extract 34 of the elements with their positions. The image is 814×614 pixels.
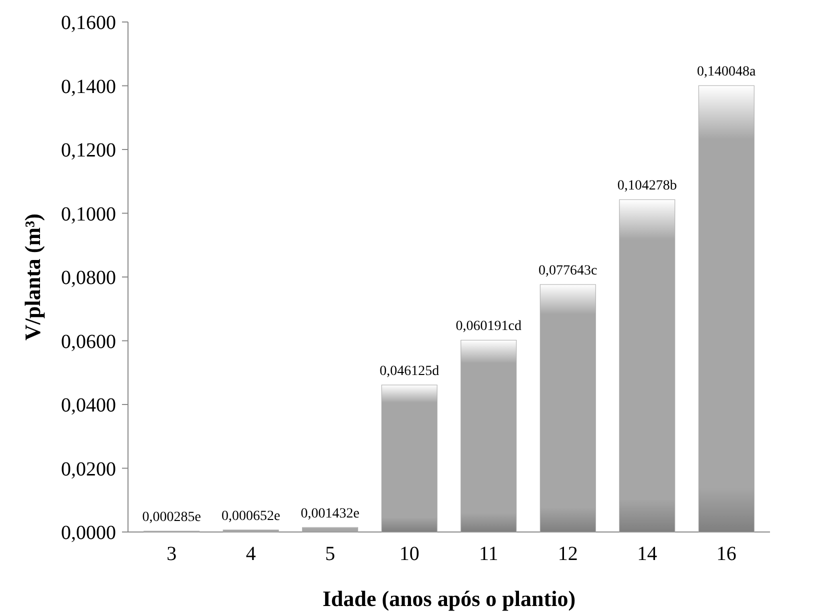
bar	[302, 527, 358, 532]
bar	[460, 340, 517, 532]
bar	[619, 199, 676, 532]
y-tick-label: 0,1200	[61, 140, 116, 162]
y-tick-label: 0,1000	[61, 203, 116, 226]
data-label: 0,140048a	[697, 64, 757, 80]
data-label: 0,000652e	[221, 508, 280, 524]
bar	[222, 530, 279, 532]
x-tick-label: 10	[399, 543, 420, 565]
data-label: 0,060191cd	[456, 319, 522, 334]
data-label: 0,000285e	[142, 510, 201, 526]
bar	[698, 85, 754, 532]
data-label: 0,104278b	[617, 178, 677, 194]
y-tick-label: 0,0600	[61, 330, 116, 353]
x-tick-label: 5	[325, 543, 336, 565]
x-axis-title: Idade (anos após o plantio)	[322, 586, 576, 611]
data-label: 0,077643c	[538, 264, 598, 279]
data-label: 0,046125d	[380, 364, 440, 379]
x-tick-label: 12	[558, 543, 578, 565]
bar	[381, 384, 438, 532]
x-tick-label: 11	[478, 543, 498, 565]
y-tick-label: 0,0800	[61, 267, 116, 289]
x-tick-label: 14	[637, 543, 658, 565]
y-axis-title: V/planta (m³)	[20, 214, 45, 340]
x-tick-label: 4	[246, 543, 256, 565]
bar	[540, 284, 596, 532]
y-tick-label: 0,0000	[61, 522, 116, 544]
x-tick-label: 16	[716, 543, 736, 565]
y-tick-label: 0,0400	[61, 394, 116, 416]
data-label: 0,001432e	[300, 506, 360, 522]
y-tick-label: 0,1400	[61, 76, 116, 98]
x-tick-label: 3	[166, 543, 177, 565]
y-tick-label: 0,0200	[61, 458, 116, 480]
y-tick-label: 0,1600	[61, 12, 116, 34]
